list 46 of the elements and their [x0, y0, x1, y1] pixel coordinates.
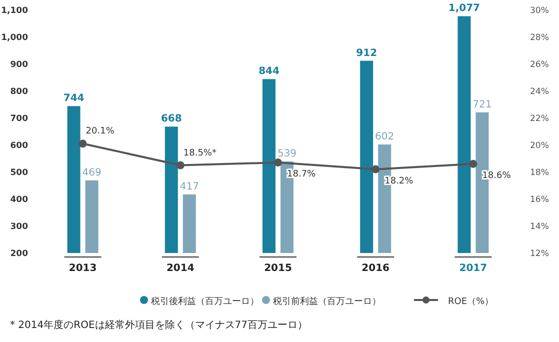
y2-tick-label: 14%: [530, 222, 549, 232]
data-label: 844: [258, 66, 280, 78]
y2-tick-label: 22%: [530, 114, 549, 124]
point: [469, 160, 478, 168]
y-tick-label: 900: [10, 60, 28, 70]
y-tick-label: 1,100: [1, 6, 28, 16]
legend-label: 税引後利益（百万ユーロ）: [151, 296, 259, 307]
y-tick-label: 400: [10, 195, 28, 205]
y2-tick-label: 26%: [530, 60, 549, 70]
data-label: 18.5%*: [183, 148, 217, 158]
y-tick-label: 600: [10, 141, 28, 151]
data-label: 469: [82, 167, 102, 178]
data-label: 912: [356, 48, 378, 59]
point: [274, 158, 282, 167]
point: [176, 161, 184, 170]
data-label: 1,077: [448, 3, 480, 14]
y-tick-label: 800: [10, 87, 28, 97]
text: * 2014年度のROEは経常外項目を除く（マイナス77百万ユーロ）: [10, 319, 308, 331]
y2-tick-label: 24%: [530, 87, 549, 97]
y-tick-label: 700: [10, 114, 28, 124]
data-label: 744: [63, 93, 84, 104]
data-label: 417: [180, 181, 199, 192]
y2-tick-label: 12%: [530, 249, 549, 259]
x-tick-label: 2014: [166, 263, 194, 274]
x-tick-label: 2015: [264, 263, 292, 274]
x-tick-label: 2017: [459, 263, 488, 274]
y-tick-label: 300: [10, 222, 28, 232]
y2-tick-label: 16%: [530, 195, 549, 205]
data-label: 602: [375, 131, 394, 142]
point: [372, 165, 380, 174]
data-label: 668: [160, 114, 182, 125]
data-label: 539: [277, 148, 297, 160]
y2-tick-label: 30%: [530, 6, 549, 16]
legend-label: 税引前利益（百万ユーロ）: [273, 296, 381, 307]
x-tick-label: 2013: [68, 263, 97, 274]
y-tick-label: 1,000: [1, 33, 28, 43]
data-label: 721: [472, 99, 492, 110]
legend-label: ROE（%）: [448, 297, 494, 307]
y2-tick-label: 20%: [530, 141, 549, 151]
y-tick-label: 500: [10, 168, 28, 178]
data-label: 20.1%: [86, 126, 115, 137]
x-tick-label: 2016: [362, 263, 390, 274]
point: [78, 140, 87, 148]
y2-tick-label: 18%: [530, 168, 549, 178]
y-tick-label: 200: [10, 249, 28, 259]
y2-tick-label: 28%: [530, 33, 549, 43]
